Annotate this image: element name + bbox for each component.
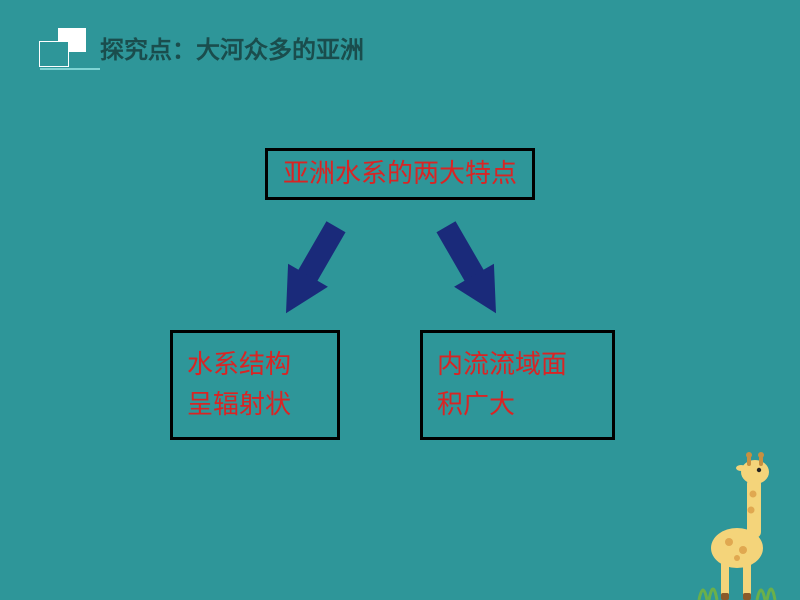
marker-front-square (40, 42, 68, 66)
right-node-line1: 内流流域面 (437, 345, 567, 385)
left-node-line2: 呈辐射状 (187, 385, 291, 425)
flowchart-right-node: 内流流域面 积广大 (420, 330, 615, 440)
title-underline (40, 68, 100, 70)
arrow-right-icon (418, 210, 528, 340)
slide-title: 探究点：大河众多的亚洲 (100, 30, 364, 65)
flowchart-left-node: 水系结构 呈辐射状 (170, 330, 340, 440)
left-node-line1: 水系结构 (187, 345, 291, 385)
root-node-text: 亚洲水系的两大特点 (283, 154, 517, 194)
right-node-line2: 积广大 (437, 385, 515, 425)
arrow-left-icon (258, 210, 368, 340)
flowchart-root-node: 亚洲水系的两大特点 (265, 148, 535, 200)
slide-canvas: 探究点：大河众多的亚洲 亚洲水系的两大特点 水系结构 呈辐射状 内流流域面 积广… (0, 0, 800, 600)
section-marker-icon (40, 28, 88, 64)
giraffe-decoration-icon (697, 450, 782, 600)
